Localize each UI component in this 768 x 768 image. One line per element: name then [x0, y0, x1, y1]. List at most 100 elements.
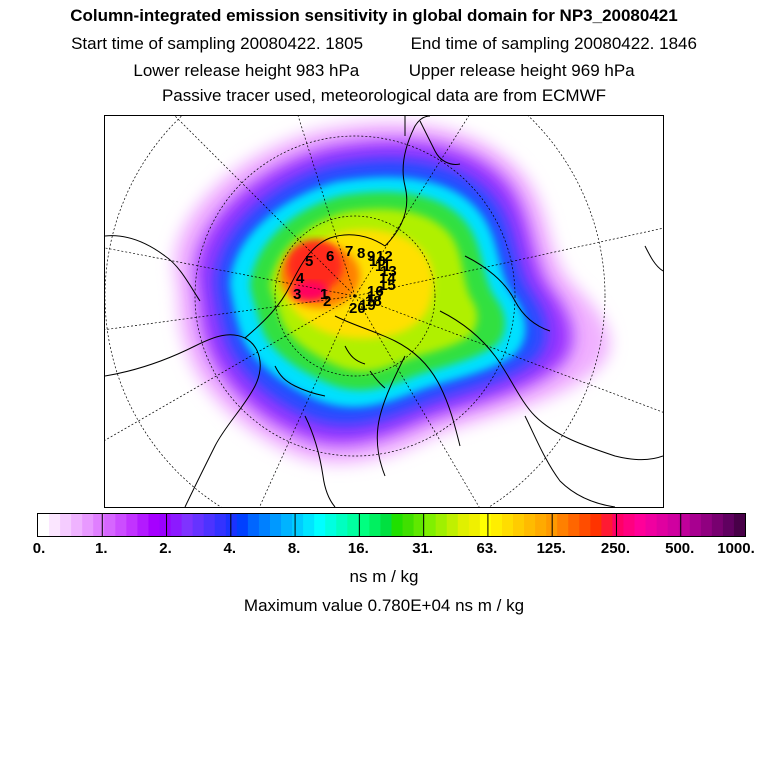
- colorbar-cell: [236, 514, 249, 536]
- traj-label-11: 11: [375, 258, 391, 275]
- traj-label-7: 7: [345, 243, 353, 260]
- colorbar-tick-label: 250.: [600, 540, 631, 557]
- traj-label-8: 8: [357, 245, 365, 262]
- maximum-value: Maximum value 0.780E+04 ns m / kg: [243, 596, 525, 615]
- colorbar-cell: [479, 514, 492, 536]
- colorbar: [37, 513, 746, 537]
- colorbar-cell: [181, 514, 194, 536]
- colorbar-cell: [192, 514, 205, 536]
- traj-label-17: 17: [367, 288, 384, 305]
- traj-label-6: 6: [326, 248, 334, 265]
- units-label: ns m / kg: [349, 567, 419, 586]
- colorbar-cell: [457, 514, 470, 536]
- colorbar-cells: [38, 514, 745, 536]
- lower-release-height: Lower release height 983 hPa: [133, 61, 360, 80]
- sampling-times: Start time of sampling 20080422. 1805 En…: [0, 34, 768, 54]
- colorbar-cell: [159, 514, 172, 536]
- colorbar-cell: [336, 514, 348, 536]
- colorbar-cell: [501, 514, 514, 536]
- colorbar-cell: [711, 514, 724, 536]
- colorbar-cell: [137, 514, 149, 536]
- traj-label-13: 13: [380, 263, 397, 280]
- colorbar-cell: [104, 514, 116, 536]
- colorbar-cell: [568, 514, 580, 536]
- trajectory-labels: 1 2 3 4 5 6 7 8 9 10 11 12 13 14 15 16 1…: [293, 243, 397, 317]
- colorbar-tick-label: 0.: [32, 540, 46, 557]
- traj-label-1: 1: [320, 286, 328, 303]
- traj-label-4: 4: [296, 270, 305, 287]
- colorbar-cell: [678, 514, 691, 536]
- colorbar-cell: [380, 514, 392, 536]
- colorbar-cell: [524, 514, 536, 536]
- colorbar-cell: [634, 514, 647, 536]
- colorbar-cell: [579, 514, 591, 536]
- colorbar-cell: [535, 514, 547, 536]
- traj-label-15: 15: [379, 277, 396, 294]
- traj-label-18: 18: [365, 293, 382, 310]
- colorbar-tick-label: 8.: [287, 540, 301, 557]
- colorbar-tick-label: 125.: [536, 540, 566, 557]
- colorbar-cell: [446, 514, 459, 536]
- colorbar-tick-label: 63.: [476, 540, 498, 557]
- colorbar-cell: [391, 514, 404, 536]
- colorbar-cell: [314, 514, 326, 536]
- colorbar-cell: [468, 514, 481, 536]
- colorbar-cell: [258, 514, 271, 536]
- colorbar-cell: [203, 514, 216, 536]
- colorbar-cell: [369, 514, 381, 536]
- traj-label-16: 16: [367, 283, 384, 300]
- colorbar-cell: [115, 514, 127, 536]
- colorbar-tick-label: 2.: [159, 540, 172, 557]
- colorbar-tick-label: 4.: [223, 540, 237, 557]
- colorbar-cell: [148, 514, 161, 536]
- colorbar-cell: [590, 514, 602, 536]
- traj-label-10: 10: [369, 253, 386, 270]
- colorbar-cell: [358, 514, 370, 536]
- colorbar-cell: [93, 514, 105, 536]
- colorbar-tick-label: 1.: [95, 540, 108, 557]
- colorbar-cell: [557, 514, 569, 536]
- colorbar-cell: [722, 514, 735, 536]
- colorbar-cell: [424, 514, 437, 536]
- start-time: Start time of sampling 20080422. 1805: [71, 34, 364, 53]
- end-time: End time of sampling 20080422. 1846: [410, 34, 697, 53]
- colorbar-cell: [247, 514, 260, 536]
- sensitivity-map: 1 2 3 4 5 6 7 8 9 10 11 12 13 14 15 16 1…: [104, 115, 664, 508]
- colorbar-cell: [733, 514, 745, 536]
- plot-title: Column-integrated emission sensitivity i…: [70, 6, 678, 25]
- traj-label-14: 14: [379, 270, 396, 287]
- colorbar-dividers: [101, 514, 682, 536]
- colorbar-cell: [435, 514, 448, 536]
- colorbar-tick-label: 31.: [412, 540, 434, 557]
- colorbar-cell: [303, 514, 315, 536]
- colorbar-cell: [214, 514, 227, 536]
- traj-label-12: 12: [376, 248, 393, 265]
- colorbar-cell: [601, 514, 613, 536]
- colorbar-cell: [170, 514, 183, 536]
- colorbar-cell: [623, 514, 636, 536]
- traj-label-19: 19: [359, 297, 376, 314]
- colorbar-cell: [612, 514, 624, 536]
- colorbar-cell: [700, 514, 713, 536]
- colorbar-cell: [490, 514, 503, 536]
- traj-label-5: 5: [305, 253, 313, 270]
- upper-release-height: Upper release height 969 hPa: [408, 61, 635, 80]
- traj-label-9: 9: [367, 248, 375, 265]
- colorbar-cell: [513, 514, 525, 536]
- colorbar-cell: [656, 514, 669, 536]
- tracer-info: Passive tracer used, meteorological data…: [161, 86, 607, 105]
- colorbar-cell: [325, 514, 337, 536]
- traj-label-3: 3: [293, 286, 301, 303]
- release-heights: Lower release height 983 hPa Upper relea…: [0, 61, 768, 81]
- traj-label-20: 20: [349, 300, 366, 317]
- graticule: [105, 116, 663, 507]
- colorbar-cell: [82, 514, 94, 536]
- colorbar-cell: [49, 514, 61, 536]
- colorbar-cell: [60, 514, 72, 536]
- traj-label-2: 2: [323, 293, 331, 310]
- colorbar-cell: [292, 514, 304, 536]
- colorbar-cell: [71, 514, 83, 536]
- colorbar-tick-label: 500.: [665, 540, 695, 557]
- colorbar-cell: [413, 514, 426, 536]
- colorbar-cell: [269, 514, 282, 536]
